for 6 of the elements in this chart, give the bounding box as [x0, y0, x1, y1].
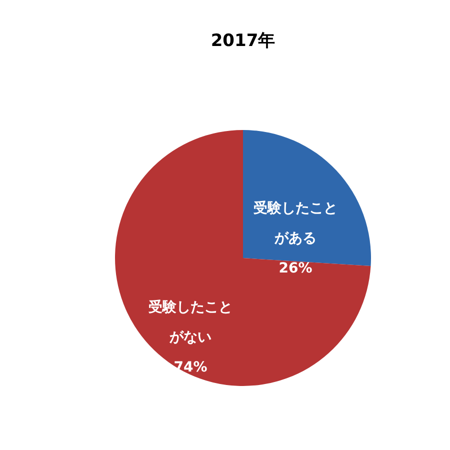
slice-label: 受験したことがない [148, 299, 233, 346]
pie-slice [115, 130, 371, 386]
data-label: 26% [278, 260, 312, 277]
slice-label: 受験したことがある [252, 200, 338, 247]
data-label: 74% [174, 359, 208, 376]
chart-title: 2017年 [210, 31, 276, 51]
